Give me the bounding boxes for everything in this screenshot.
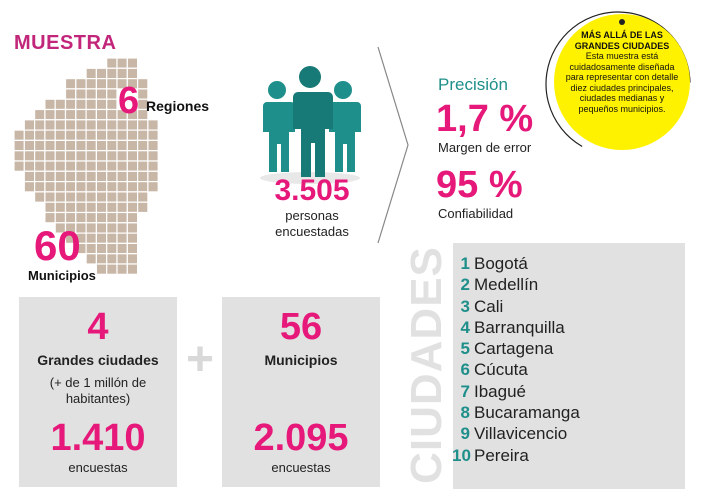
municipalities-surveys: 2.095 [253, 417, 349, 459]
city-number: 9 [460, 424, 470, 444]
city-item: 2 Medellín [452, 274, 580, 295]
municipalities-box [222, 297, 380, 487]
city-item: 9 Villavicencio [452, 423, 580, 444]
city-name: Cartagena [474, 339, 554, 359]
chevron-right-icon [377, 46, 409, 244]
cities-panel [453, 243, 685, 489]
city-number: 8 [460, 403, 470, 423]
note-title-line1: MÁS ALLÁ DE LAS [581, 30, 663, 40]
city-number: 7 [460, 381, 470, 401]
people-label-line1: personas [285, 208, 339, 223]
city-item: 4 Barranquilla [452, 317, 580, 338]
people-label: personas encuestadas [252, 208, 372, 240]
city-name: Pereira [474, 445, 529, 465]
city-item: 8 Bucaramanga [452, 402, 580, 423]
city-item: 5 Cartagena [452, 338, 580, 359]
big-cities-sub: (+ de 1 millón de habitantes) [19, 375, 177, 407]
city-number: 5 [460, 339, 470, 359]
city-name: Bogotá [474, 254, 528, 273]
city-name: Villavicencio [474, 424, 568, 444]
cities-vertical-label: CIUDADES [402, 246, 451, 484]
city-name: Barranquilla [474, 317, 565, 337]
confidence-label: Confiabilidad [438, 206, 514, 221]
big-cities-box [19, 297, 177, 487]
page-title: MUESTRA [14, 32, 117, 54]
city-number: 3 [460, 296, 470, 316]
note-circle [545, 11, 691, 157]
big-cities-label: Grandes ciudades [37, 352, 159, 368]
cities-vertical-label-wrap: CIUDADES [402, 246, 451, 484]
note-text: MÁS ALLÁ DE LAS GRANDES CIUDADES Esta mu… [563, 30, 681, 114]
municipios-label: Municipios [28, 268, 96, 283]
city-item: 10 Pereira [452, 445, 580, 466]
note-title-line2: GRANDES CIUDADES [574, 40, 670, 51]
regions-number: 6 [118, 80, 140, 122]
confidence-value: 95 % [436, 164, 523, 206]
big-cities-sub-line2: habitantes) [65, 391, 131, 406]
people-number: 3.505 [274, 174, 350, 207]
municipalities-surveys-label: encuestas [271, 460, 331, 475]
city-number: 2 [460, 275, 470, 295]
city-number: 10 [452, 445, 471, 465]
margin-label: Margen de error [438, 140, 532, 155]
margin-value: 1,7 % [436, 98, 534, 140]
city-number: 6 [460, 360, 470, 380]
big-cities-count: 4 [87, 306, 109, 348]
people-label-line2: encuestadas [275, 224, 349, 239]
city-name: Bucaramanga [474, 403, 580, 423]
city-item: 6 Cúcuta [452, 359, 580, 380]
city-name: Medellín [474, 275, 539, 295]
colombia-map-icon [14, 58, 159, 275]
people-icon [260, 66, 361, 184]
city-list: 1 Bogotá 2 Medellín 3 Cali 4 Barranquilla 5 Carta… [452, 253, 580, 466]
note-body: Esta muestra está cuidadosamente diseñad… [565, 51, 679, 114]
city-name: Cúcuta [474, 360, 528, 380]
municipios-number: 60 [34, 222, 81, 269]
big-cities-surveys-label: encuestas [68, 460, 128, 475]
municipalities-count: 56 [279, 306, 323, 348]
plus-icon: + [185, 333, 215, 386]
city-name: Cali [474, 296, 504, 316]
regions-label: Regiones [146, 98, 210, 114]
big-cities-surveys: 1.410 [50, 417, 146, 459]
big-cities-sub-line1: (+ de 1 millón de [49, 375, 147, 390]
precision-title: Precisión [438, 75, 508, 94]
city-number: 1 [460, 254, 470, 273]
city-item: 3 Cali [452, 296, 580, 317]
city-number: 4 [460, 317, 470, 337]
municipalities-label: Municipios [264, 352, 338, 368]
city-item: 7 Ibagué [452, 381, 580, 402]
city-name: Ibagué [474, 381, 526, 401]
city-item: 1 Bogotá [452, 253, 580, 274]
